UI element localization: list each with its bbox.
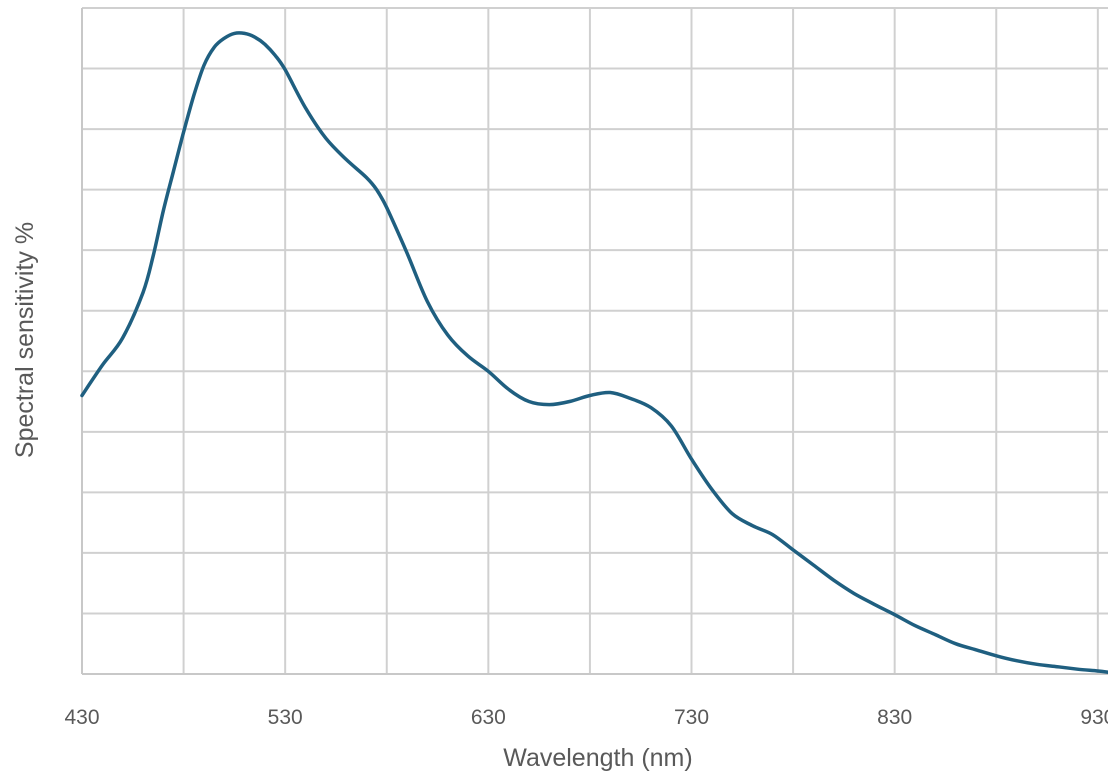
x-tick-label: 830 [877, 706, 912, 729]
x-tick-label: 730 [674, 706, 709, 729]
series-line [80, 31, 1108, 674]
x-tick-label: 930 [1080, 706, 1108, 729]
series-group [80, 31, 1108, 674]
x-tick-label: 630 [471, 706, 506, 729]
x-axis-title: Wavelength (nm) [503, 744, 692, 772]
x-tick-label: 430 [64, 706, 99, 729]
grid [82, 7, 1108, 674]
y-axis-title: Spectral sensitivity % [11, 222, 39, 458]
x-tick-label: 530 [268, 706, 303, 729]
axes [81, 8, 1108, 675]
x-tick-labels: 430 530 630 730 830 930 [64, 706, 1108, 729]
